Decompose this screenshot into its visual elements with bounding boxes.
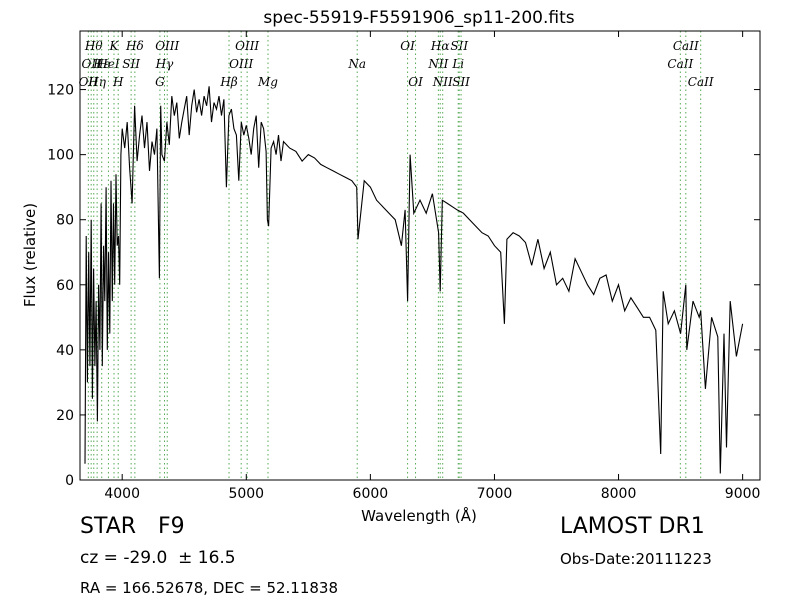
marker-label: CaII: [688, 75, 714, 89]
marker-label: Hθ: [84, 39, 103, 53]
marker-label: Hβ: [219, 75, 237, 89]
x-axis: 4000 5000 6000 7000 8000 9000: [104, 31, 760, 502]
marker-label: OII: [82, 57, 102, 71]
marker-label: Hα: [430, 39, 450, 53]
x-tick-label: 4000: [104, 486, 140, 502]
y-axis-label: Flux (relative): [21, 203, 39, 307]
object-class: STAR: [80, 514, 137, 539]
marker-label: OI: [400, 39, 415, 53]
marker-label: CaII: [667, 57, 693, 71]
marker-label: OIII: [235, 39, 259, 53]
marker-label: Hη: [87, 75, 106, 89]
marker-label: Hε: [92, 57, 110, 71]
marker-label: Hγ: [155, 57, 174, 71]
survey-name: LAMOST DR1: [560, 514, 705, 539]
marker-label: H: [112, 75, 124, 89]
chart-title: spec-55919-F5591906_sp11-200.fits: [263, 8, 574, 28]
x-tick-label: 7000: [477, 486, 513, 502]
emission-line-markers: OIIOIIHθHηHεHeIKHSIIHδGHγOIIIHβOIIIOIIIM…: [79, 31, 714, 480]
marker-label: SII: [450, 39, 468, 53]
redshift-cz: cz = -29.0 ± 16.5: [80, 548, 236, 568]
marker-label: HeI: [96, 57, 120, 71]
marker-label: Mg: [257, 75, 278, 89]
marker-label: OI: [408, 75, 423, 89]
observation-date: Obs-Date:20111223: [560, 550, 712, 568]
marker-label: K: [109, 39, 120, 53]
marker-label: CaII: [673, 39, 699, 53]
y-tick-label: 0: [65, 473, 74, 489]
x-tick-label: 5000: [228, 486, 264, 502]
object-subclass: F9: [158, 514, 185, 539]
marker-label: NII: [427, 57, 448, 71]
marker-label: SII: [452, 75, 470, 89]
y-tick-label: 40: [56, 343, 74, 359]
y-tick-label: 100: [47, 148, 74, 164]
ra-dec-coordinates: RA = 166.52678, DEC = 52.11838: [80, 579, 339, 597]
marker-label: G: [155, 75, 165, 89]
y-axis: 0 20 40 60 80 100 120: [47, 83, 760, 489]
plot-frame: [79, 30, 761, 481]
marker-label: OIII: [229, 57, 253, 71]
y-tick-label: 60: [56, 278, 74, 294]
x-tick-label: 6000: [353, 486, 389, 502]
marker-label: Li: [451, 57, 464, 71]
x-axis-label: Wavelength (Å): [361, 506, 477, 525]
marker-label: Hδ: [125, 39, 144, 53]
x-tick-label: 9000: [725, 486, 761, 502]
y-tick-label: 80: [56, 213, 74, 229]
marker-label: SII: [122, 57, 140, 71]
marker-label: Na: [347, 57, 366, 71]
spectrum-line: [84, 86, 744, 474]
marker-label: NII: [432, 75, 453, 89]
y-tick-label: 20: [56, 408, 74, 424]
marker-label: OIII: [155, 39, 179, 53]
x-tick-label: 8000: [601, 486, 637, 502]
y-tick-label: 120: [47, 83, 74, 99]
